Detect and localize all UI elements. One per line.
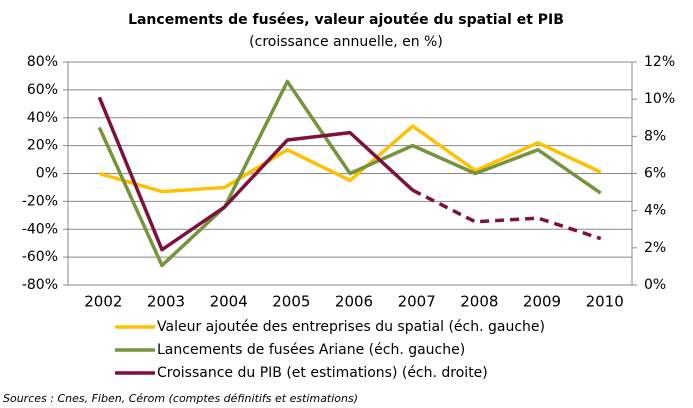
x-tick-label: 2010 [586, 293, 624, 311]
y-tick-label: -20% [22, 193, 58, 209]
y-tick-label: -40% [22, 221, 58, 237]
y-tick-label: 60% [27, 82, 58, 98]
legend-label: Valeur ajoutée des entreprises du spatia… [157, 319, 545, 335]
x-tick-label: 2007 [398, 293, 436, 311]
y-tick-label: -60% [22, 249, 58, 265]
series-line [411, 188, 602, 241]
y-tick-label: 40% [27, 110, 58, 126]
series-line [97, 79, 602, 268]
y2-tick-label: 4% [644, 203, 666, 219]
x-tick-label: 2004 [210, 293, 248, 311]
y2-tick-label: 12% [644, 54, 675, 70]
x-tick-label: 2002 [84, 293, 122, 311]
y2-tick-label: 0% [644, 277, 666, 293]
y-tick-label: 80% [27, 54, 58, 70]
x-tick-label: 2005 [272, 293, 310, 311]
x-tick-label: 2006 [335, 293, 373, 311]
y-tick-label: -80% [22, 277, 58, 293]
chart-subtitle: (croissance annuelle, en %) [249, 34, 443, 50]
y-tick-label: 20% [27, 138, 58, 154]
y-tick-label: 0% [36, 166, 58, 182]
source-note: Sources : Cnes, Fiben, Cérom (comptes dé… [3, 392, 358, 405]
series-line [98, 124, 602, 194]
y2-tick-label: 10% [644, 91, 675, 107]
x-tick-label: 2008 [460, 293, 498, 311]
y2-tick-label: 2% [644, 240, 666, 256]
x-tick-label: 2003 [147, 293, 185, 311]
legend-label: Croissance du PIB (et estimations) (éch.… [157, 365, 488, 381]
y2-tick-label: 8% [644, 128, 666, 144]
legend-label: Lancements de fusées Ariane (éch. gauche… [157, 342, 465, 358]
y2-tick-label: 6% [644, 166, 666, 182]
series-line [97, 96, 414, 252]
chart-title: Lancements de fusées, valeur ajoutée du … [128, 12, 564, 28]
x-tick-label: 2009 [523, 293, 561, 311]
